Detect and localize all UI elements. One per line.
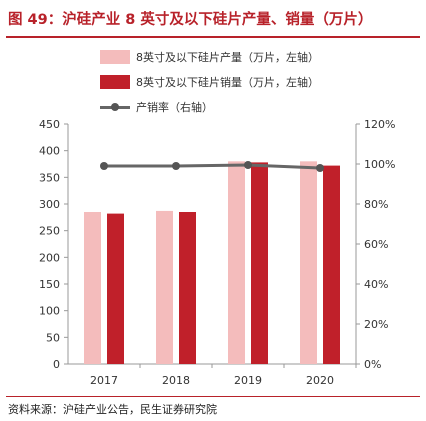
chart-legend: 8英寸及以下硅片产量（万片，左轴） 8英寸及以下硅片销量（万片，左轴） 产销率（… — [100, 44, 420, 119]
bar-production — [84, 212, 101, 364]
x-tick-label: 2018 — [162, 374, 190, 387]
legend-label-rate: 产销率（右轴） — [136, 100, 213, 114]
y-right-tick-label: 120% — [364, 118, 395, 131]
y-right-tick-label: 20% — [364, 318, 388, 331]
legend-label-production: 8英寸及以下硅片产量（万片，左轴） — [136, 50, 319, 64]
y-right-tick-label: 80% — [364, 198, 388, 211]
source-note: 资料来源：沪硅产业公告，民生证券研究院 — [8, 403, 217, 416]
x-tick-label: 2017 — [90, 374, 118, 387]
point-rate — [100, 162, 108, 170]
y-left-tick-label: 300 — [39, 198, 60, 211]
bar-sales — [251, 162, 268, 364]
bar-sales — [179, 212, 196, 364]
legend-item-production: 8英寸及以下硅片产量（万片，左轴） — [100, 44, 420, 69]
legend-swatch-rate — [100, 100, 130, 114]
y-left-tick-label: 100 — [39, 305, 60, 318]
x-tick-label: 2020 — [306, 374, 334, 387]
bar-sales — [107, 213, 124, 364]
y-right-tick-label: 100% — [364, 158, 395, 171]
legend-item-sales: 8英寸及以下硅片销量（万片，左轴） — [100, 69, 420, 94]
legend-item-rate: 产销率（右轴） — [100, 94, 420, 119]
y-left-tick-label: 50 — [46, 331, 60, 344]
bar-production — [300, 161, 317, 364]
y-left-tick-label: 400 — [39, 145, 60, 158]
y-left-tick-label: 150 — [39, 278, 60, 291]
legend-swatch-sales — [100, 74, 130, 89]
bar-production — [156, 210, 173, 364]
y-left-tick-label: 0 — [53, 358, 60, 371]
y-right-tick-label: 60% — [364, 238, 388, 251]
source-divider — [6, 396, 420, 397]
y-left-tick-label: 450 — [39, 118, 60, 131]
x-tick-label: 2019 — [234, 374, 262, 387]
legend-swatch-production — [100, 49, 130, 64]
y-left-tick-label: 350 — [39, 171, 60, 184]
bar-sales — [323, 165, 340, 364]
title-divider — [6, 36, 420, 38]
point-rate — [316, 164, 324, 172]
point-rate — [244, 161, 252, 169]
point-rate — [172, 162, 180, 170]
y-left-tick-label: 200 — [39, 251, 60, 264]
line-rate — [104, 163, 321, 170]
y-right-tick-label: 40% — [364, 278, 388, 291]
bar-production — [228, 161, 245, 364]
y-right-tick-label: 0% — [364, 358, 381, 371]
legend-label-sales: 8英寸及以下硅片销量（万片，左轴） — [136, 75, 319, 89]
chart-title: 图 49：沪硅产业 8 英寸及以下硅片产量、销量（万片） — [8, 12, 373, 28]
y-left-tick-label: 250 — [39, 225, 60, 238]
